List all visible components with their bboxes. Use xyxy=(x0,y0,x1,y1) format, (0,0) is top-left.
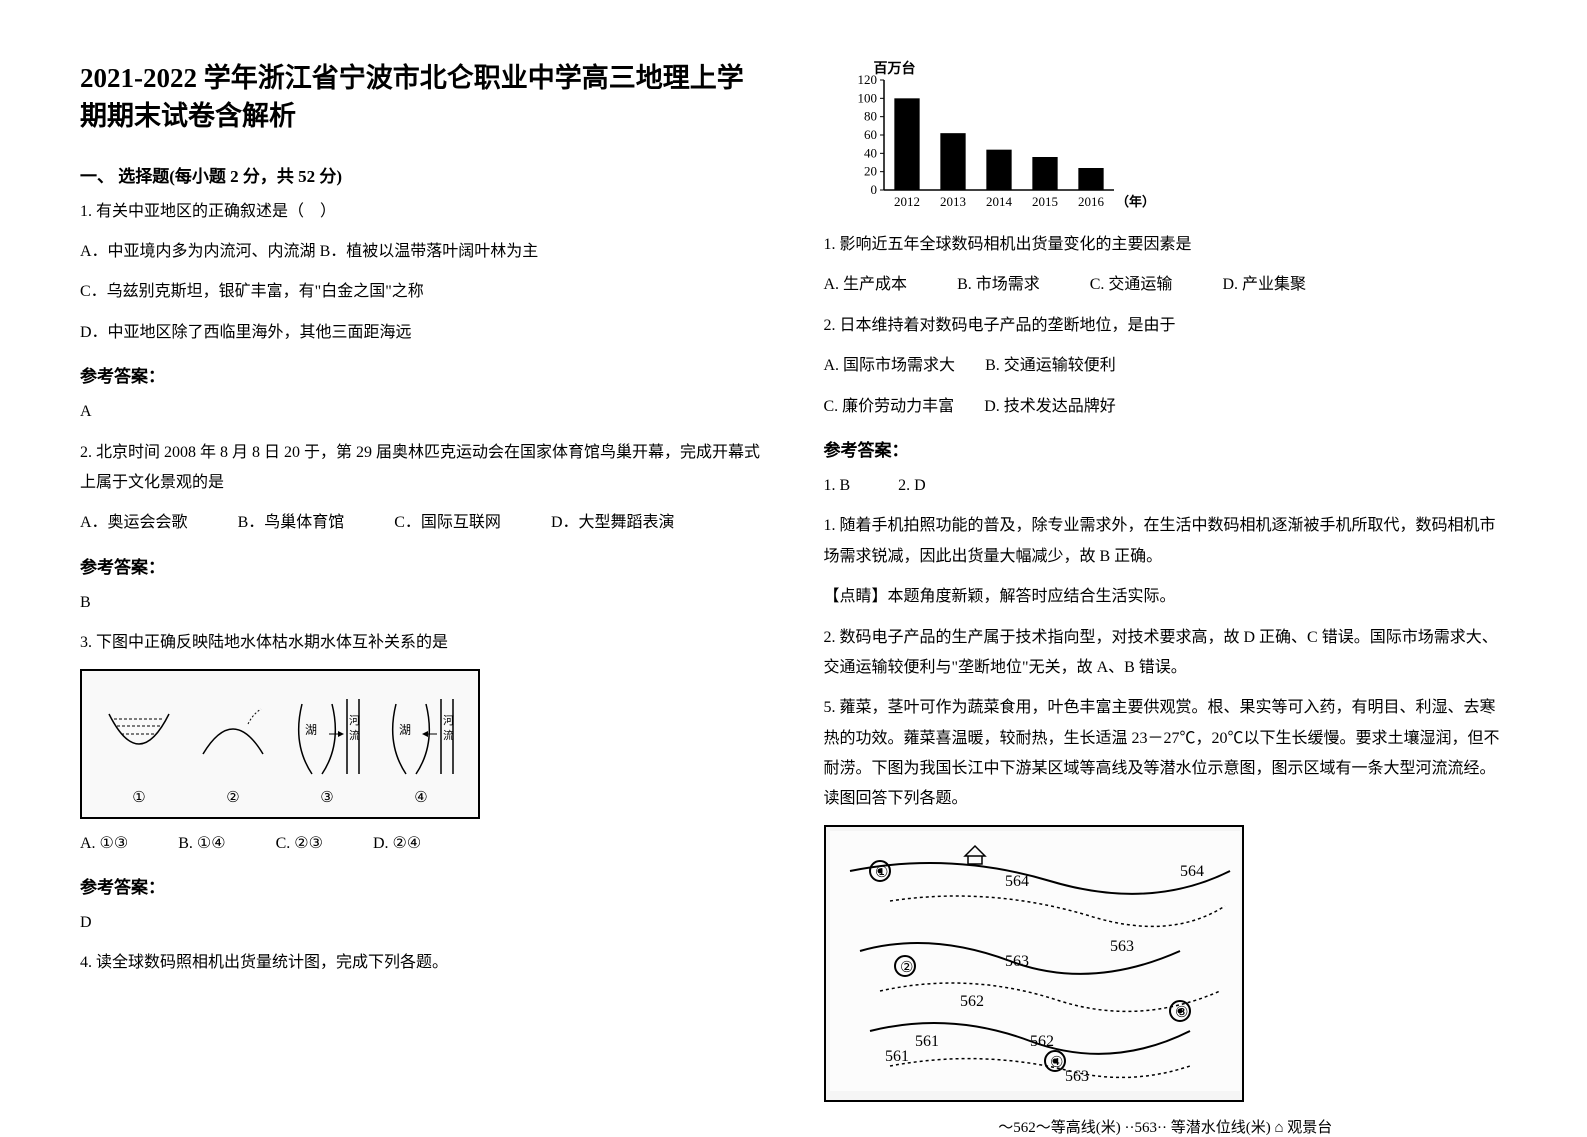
q3-stem: 3. 下图中正确反映陆地水体枯水期水体互补关系的是 xyxy=(80,628,764,658)
q2-optA: A．奥运会会歌 xyxy=(80,508,188,538)
q5-map-svg: 564 564 563 563 562 562 561 561 563 ① ② … xyxy=(830,831,1240,1091)
q3-label2: ② xyxy=(226,788,239,807)
q3-optD: D. ②④ xyxy=(373,829,421,859)
q2-optC: C．国际互联网 xyxy=(394,508,501,538)
svg-text:100: 100 xyxy=(857,90,877,105)
svg-text:2015: 2015 xyxy=(1032,194,1058,209)
svg-text:湖: 湖 xyxy=(399,722,411,737)
q2-ans-label: 参考答案： xyxy=(80,553,764,578)
svg-text:563: 563 xyxy=(1005,953,1029,970)
q3-sub2-svg xyxy=(193,684,273,784)
q1-stem: 1. 有关中亚地区的正确叙述是（ ） xyxy=(80,197,764,227)
q4-sub1-stem: 1. 影响近五年全球数码相机出货量变化的主要因素是 xyxy=(824,230,1508,260)
q4s1-optB: B. 市场需求 xyxy=(957,270,1040,300)
q2-optD: D．大型舞蹈表演 xyxy=(551,508,675,538)
q3-optB: B. ①④ xyxy=(178,829,225,859)
q4-sub2-stem: 2. 日本维持着对数码电子产品的垄断地位，是由于 xyxy=(824,311,1508,341)
q5-map-caption: 〜562〜等高线(米) ··563·· 等潜水位线(米) ⌂ 观景台 xyxy=(824,1116,1508,1137)
q1-ans-label: 参考答案： xyxy=(80,362,764,387)
svg-text:562: 562 xyxy=(960,993,984,1010)
svg-text:②: ② xyxy=(900,960,913,976)
q4-explain-note: 【点睛】本题角度新颖，解答时应结合生活实际。 xyxy=(824,582,1508,612)
svg-text:563: 563 xyxy=(1065,1068,1089,1085)
svg-text:流: 流 xyxy=(349,728,360,742)
q4s1-optC: C. 交通运输 xyxy=(1090,270,1173,300)
q3-label4: ④ xyxy=(414,788,427,807)
q2-ans: B xyxy=(80,588,764,618)
q1-optC: C．乌兹别克斯坦，银矿丰富，有"白金之国"之称 xyxy=(80,277,764,307)
svg-text:562: 562 xyxy=(1030,1033,1054,1050)
q1-optA: A．中亚境内多为内流河、内流湖 xyxy=(80,243,316,260)
q3-diagram: ① ② 湖 河 流 ③ xyxy=(80,669,480,819)
q4-ans-line: 1. B 2. D xyxy=(824,471,1508,501)
q5-stem: 5. 蕹菜，茎叶可作为蔬菜食用，叶色丰富主要供观赏。根、果实等可入药，有明目、利… xyxy=(824,693,1508,815)
q4s1-optD: D. 产业集聚 xyxy=(1222,270,1306,300)
svg-text:①: ① xyxy=(875,865,888,881)
svg-text:561: 561 xyxy=(885,1048,909,1065)
svg-text:流: 流 xyxy=(443,728,454,742)
svg-text:（年）: （年） xyxy=(1116,194,1155,209)
q4-ans-label: 参考答案： xyxy=(824,436,1508,461)
q4-explain1: 1. 随着手机拍照功能的普及，除专业需求外，在生活中数码相机逐渐被手机所取代，数… xyxy=(824,511,1508,572)
svg-text:③: ③ xyxy=(1175,1005,1188,1021)
q4s2-optC: C. 廉价劳动力丰富 xyxy=(824,392,955,422)
q1-optB: B．植被以温带落叶阔叶林为主 xyxy=(320,243,539,260)
svg-text:2014: 2014 xyxy=(986,194,1013,209)
q3-ans: D xyxy=(80,908,764,938)
right-column: 百万台 02040608010012020122013201420152016（… xyxy=(824,60,1508,1062)
svg-text:60: 60 xyxy=(864,127,877,142)
q2-options: A．奥运会会歌 B．鸟巢体育馆 C．国际互联网 D．大型舞蹈表演 xyxy=(80,508,764,538)
q4s2-optB: B. 交通运输较便利 xyxy=(985,351,1116,381)
q4-explain2: 2. 数码电子产品的生产属于技术指向型，对技术要求高，故 D 正确、C 错误。国… xyxy=(824,623,1508,684)
svg-text:2016: 2016 xyxy=(1078,194,1105,209)
q4-sub1-options: A. 生产成本 B. 市场需求 C. 交通运输 D. 产业集聚 xyxy=(824,270,1508,300)
q4-sub2-options-1: A. 国际市场需求大 B. 交通运输较便利 xyxy=(824,351,1508,381)
svg-text:20: 20 xyxy=(864,164,877,179)
exam-title: 2021-2022 学年浙江省宁波市北仑职业中学高三地理上学期期末试卷含解析 xyxy=(80,60,764,136)
q3-optC: C. ②③ xyxy=(276,829,323,859)
q1-ans: A xyxy=(80,397,764,427)
q1-optD: D．中亚地区除了西临里海外，其他三面距海远 xyxy=(80,318,764,348)
svg-text:湖: 湖 xyxy=(305,722,317,737)
q3-label3: ③ xyxy=(320,788,333,807)
q1-line-ab: A．中亚境内多为内流河、内流湖 B．植被以温带落叶阔叶林为主 xyxy=(80,237,764,267)
svg-text:2013: 2013 xyxy=(940,194,966,209)
svg-text:80: 80 xyxy=(864,109,877,124)
left-column: 2021-2022 学年浙江省宁波市北仑职业中学高三地理上学期期末试卷含解析 一… xyxy=(80,60,764,1062)
svg-text:564: 564 xyxy=(1005,873,1029,890)
svg-text:561: 561 xyxy=(915,1033,939,1050)
q3-sub1-svg xyxy=(99,684,179,784)
q3-label1: ① xyxy=(132,788,145,807)
q4-bar-chart: 百万台 02040608010012020122013201420152016（… xyxy=(844,60,1124,220)
q2-stem: 2. 北京时间 2008 年 8 月 8 日 20 于，第 29 届奥林匹克运动… xyxy=(80,438,764,499)
q2-optB: B．鸟巢体育馆 xyxy=(238,508,345,538)
svg-text:564: 564 xyxy=(1180,863,1204,880)
q3-options: A. ①③ B. ①④ C. ②③ D. ②④ xyxy=(80,829,764,859)
svg-text:40: 40 xyxy=(864,145,877,160)
chart-ylabel: 百万台 xyxy=(874,58,916,78)
svg-text:0: 0 xyxy=(870,182,877,197)
svg-text:河: 河 xyxy=(443,714,454,727)
q3-optA: A. ①③ xyxy=(80,829,128,859)
q4s2-optD: D. 技术发达品牌好 xyxy=(984,392,1116,422)
q4-sub2-options-2: C. 廉价劳动力丰富 D. 技术发达品牌好 xyxy=(824,392,1508,422)
section-header: 一、 选择题(每小题 2 分，共 52 分) xyxy=(80,162,764,187)
q5-map: 564 564 563 563 562 562 561 561 563 ① ② … xyxy=(824,825,1244,1102)
q3-ans-label: 参考答案： xyxy=(80,873,764,898)
q3-sub3-svg: 湖 河 流 xyxy=(287,684,367,784)
bar-chart-svg: 02040608010012020122013201420152016（年） xyxy=(844,60,1124,220)
svg-text:④: ④ xyxy=(1050,1055,1063,1071)
q4s2-optA: A. 国际市场需求大 xyxy=(824,351,956,381)
svg-text:2012: 2012 xyxy=(894,194,920,209)
q4-stem: 4. 读全球数码照相机出货量统计图，完成下列各题。 xyxy=(80,948,764,978)
svg-text:河: 河 xyxy=(349,714,360,727)
q4s1-optA: A. 生产成本 xyxy=(824,270,908,300)
svg-text:563: 563 xyxy=(1110,938,1134,955)
q3-sub4-svg: 湖 河 流 xyxy=(381,684,461,784)
